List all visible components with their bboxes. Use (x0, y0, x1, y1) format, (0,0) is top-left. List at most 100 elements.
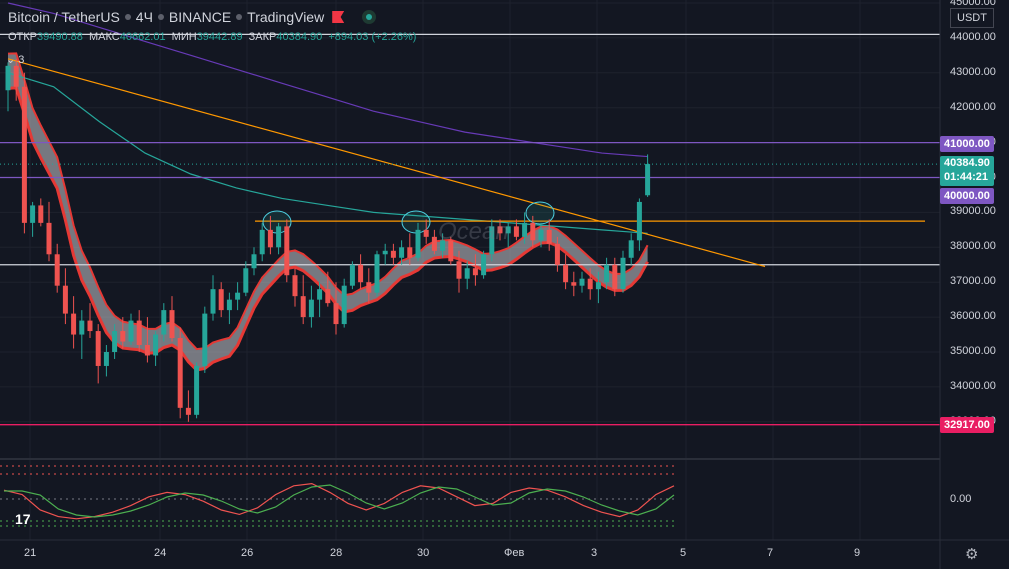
candle-body (71, 313, 77, 335)
high-value: 40662.01 (119, 31, 166, 43)
candle-body (407, 247, 413, 258)
price-tick: 43000.00 (950, 65, 996, 78)
support-32917-tag: 32917.00 (940, 417, 994, 433)
platform: TradingView (247, 9, 325, 25)
candle-body (128, 320, 134, 342)
candle-body (202, 313, 208, 366)
candle-body (136, 320, 142, 346)
candle-body (415, 229, 421, 258)
eye-icon[interactable] (362, 10, 377, 24)
candle-body (308, 299, 314, 318)
close-value: 40384.90 (276, 31, 323, 43)
candle-body (472, 268, 478, 276)
price-tick: 36000.00 (950, 310, 996, 323)
candle-body (587, 278, 593, 290)
candle-body (95, 331, 101, 366)
candle-body (194, 365, 200, 415)
candle-body (604, 264, 610, 283)
candle-body (440, 240, 446, 251)
osc-main-line (4, 484, 675, 518)
candle-body (210, 289, 216, 314)
candle-body (481, 254, 487, 276)
candle-body (571, 282, 577, 286)
candle-body (505, 226, 511, 234)
time-tick: 24 (154, 547, 167, 559)
candle-body (382, 250, 388, 255)
candle-body (226, 299, 232, 311)
resistance-40000-tag: 40000.00 (940, 188, 994, 204)
candle-body (30, 205, 36, 223)
candle-body (333, 303, 339, 325)
time-tick: 26 (241, 547, 254, 559)
currency-unit-button[interactable]: USDT (950, 8, 994, 28)
oscillator-zero-tick: 0.00 (950, 493, 972, 505)
candle-body (251, 254, 257, 269)
symbol-name[interactable]: Bitcoin / TetherUS (8, 9, 120, 25)
flag-icon[interactable] (332, 11, 345, 23)
interval[interactable]: 4Ч (135, 9, 153, 25)
time-tick: Фев (504, 547, 525, 559)
candle-body (259, 229, 265, 255)
resistance-41000-tag: 41000.00 (940, 136, 994, 152)
candle-body (554, 243, 560, 265)
low-label: МИН (171, 31, 197, 43)
candle-body (341, 285, 347, 325)
candle-body (579, 278, 585, 286)
price-tick: 35000.00 (950, 345, 996, 357)
candle-body (448, 240, 454, 262)
horizontal-levels[interactable] (0, 33, 940, 426)
candle-body (645, 164, 651, 196)
chevron-down-icon: ⌄ (6, 54, 16, 66)
candles (5, 58, 651, 422)
candle-body (300, 296, 306, 318)
change-value: +894.03 (+2.26%) (328, 31, 417, 43)
candle-body (235, 292, 241, 300)
candle-body (399, 247, 405, 258)
candle-body (5, 65, 11, 91)
candle-body (489, 226, 495, 255)
candle-body (546, 229, 552, 244)
price-tick: 38000.00 (950, 240, 996, 253)
price-tick: 39000.00 (950, 205, 996, 218)
candle-body (177, 338, 183, 408)
candle-body (185, 407, 191, 415)
gear-icon[interactable]: ⚙ (965, 546, 979, 563)
candle-body (530, 222, 536, 241)
candle-body (161, 310, 167, 335)
time-tick: 28 (330, 547, 343, 559)
watermark: Ocean (438, 218, 509, 245)
candle-body (497, 226, 503, 234)
osc-signal-line (3, 482, 675, 520)
low-value: 39442.89 (196, 31, 243, 43)
candle-body (358, 264, 364, 283)
candle-body (636, 201, 642, 241)
indicators-toggle[interactable]: ⌄ 3 (6, 53, 24, 66)
tradingview-logo[interactable]: 17 (15, 511, 31, 527)
candle-body (538, 229, 544, 241)
open-label: ОТКР (8, 31, 38, 43)
separator-dot (236, 14, 243, 20)
candle-body (284, 226, 290, 276)
time-tick: 7 (767, 547, 774, 559)
candle-body (62, 285, 68, 314)
candle-body (54, 254, 60, 286)
candle-body (620, 257, 626, 290)
candle-body (563, 264, 569, 283)
candle-body (513, 226, 519, 237)
close-label: ЗАКР (248, 31, 277, 43)
candle-body (112, 331, 118, 352)
candle-body (612, 264, 618, 290)
candle-body (169, 310, 175, 339)
candle-body (366, 282, 372, 293)
candle-body (374, 254, 380, 293)
time-tick: 3 (591, 547, 598, 559)
candle-body (21, 86, 27, 223)
candle-body (103, 352, 109, 366)
price-tick: 34000.00 (950, 379, 996, 392)
trendline (7, 58, 766, 268)
candle-body (423, 229, 429, 237)
candle-body (325, 289, 331, 304)
candle-body (13, 65, 19, 87)
price-tick: 37000.00 (950, 275, 996, 288)
